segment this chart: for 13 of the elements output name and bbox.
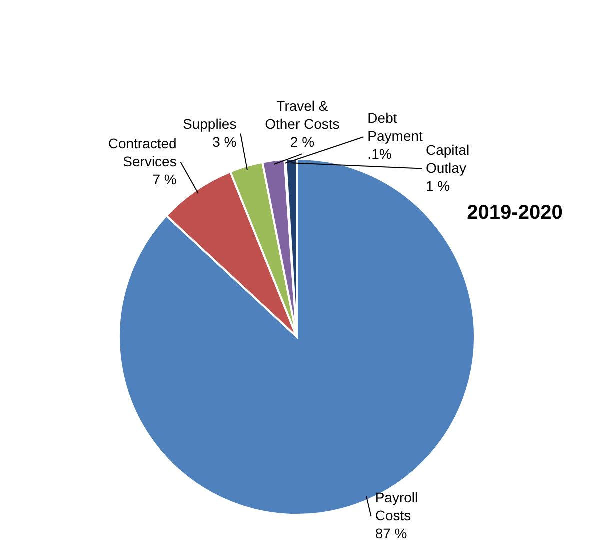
text: 2019-2020 [467,202,563,224]
data-label: 87 % [375,526,408,542]
slice-label: Supplies [182,116,237,132]
data-label: 3 % [212,134,237,150]
slice-label: Capital Outlay [426,142,470,176]
slice-label: Contracted Services [108,135,177,170]
slice-label: Debt Payment [368,110,424,144]
data-label: 7 % [152,171,177,188]
data-label: 2 % [290,134,315,150]
data-label: .1% [368,146,392,162]
data-label: 1 % [426,178,450,194]
slice-label: Travel & Other Costs [265,98,340,132]
slice-label: Payroll Costs [375,490,418,524]
